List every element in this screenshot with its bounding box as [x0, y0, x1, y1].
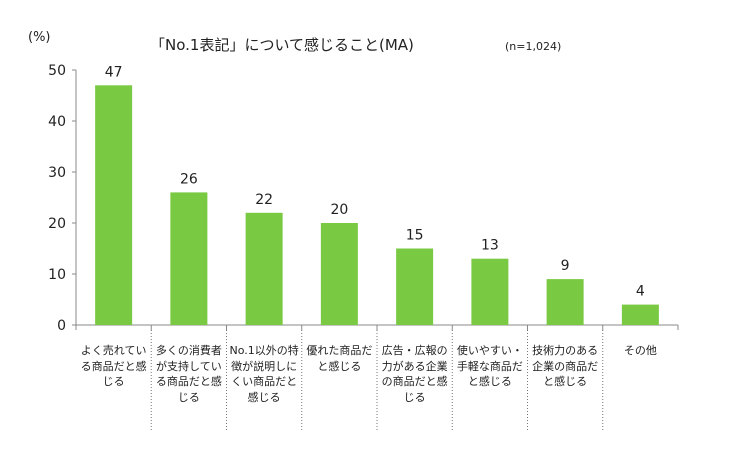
bar	[320, 223, 358, 325]
y-axis-unit-label: (%)	[28, 30, 51, 45]
bar	[245, 212, 283, 325]
y-tick-label: 40	[48, 114, 66, 130]
category-label: その他	[623, 344, 657, 357]
y-tick-label: 20	[48, 216, 66, 232]
data-label: 9	[561, 258, 570, 274]
y-tick-label: 10	[48, 267, 66, 283]
bar	[396, 248, 434, 325]
category-label: No.1以外の特徴が説明しにくい商品だと感じる	[229, 344, 299, 404]
chart-title: 「No.1表記」について感じること(MA)	[150, 36, 414, 54]
bar	[621, 304, 659, 325]
bar	[170, 192, 208, 325]
y-tick-label: 30	[48, 165, 66, 181]
category-label: 多くの消費者が支持している商品だと感じる	[155, 344, 222, 404]
category-label: 技術力のある企業の商品だと感じる	[532, 344, 599, 388]
data-label: 20	[330, 202, 348, 218]
bar	[471, 258, 509, 325]
bar	[546, 279, 584, 325]
data-label: 26	[180, 171, 198, 187]
data-label: 4	[636, 284, 645, 300]
category-label: 優れた商品だと感じる	[306, 344, 373, 373]
y-tick-label: 50	[48, 63, 66, 79]
bar	[95, 85, 133, 325]
y-tick-label: 0	[57, 318, 66, 334]
category-label: 広告・広報の力がある企業の商品だと感じる	[381, 344, 448, 404]
data-label: 13	[481, 238, 499, 254]
bars: 47 26 22 20 15 13 9 4	[95, 64, 659, 325]
sample-size-note: (n=1,024)	[505, 40, 562, 53]
category-label: よく売れている商品だと感じる	[80, 344, 147, 388]
data-label: 47	[105, 64, 123, 80]
category-label: 使いやすい・手軽な商品だと感じる	[456, 344, 523, 388]
data-label: 22	[255, 192, 273, 208]
data-label: 15	[406, 228, 424, 244]
